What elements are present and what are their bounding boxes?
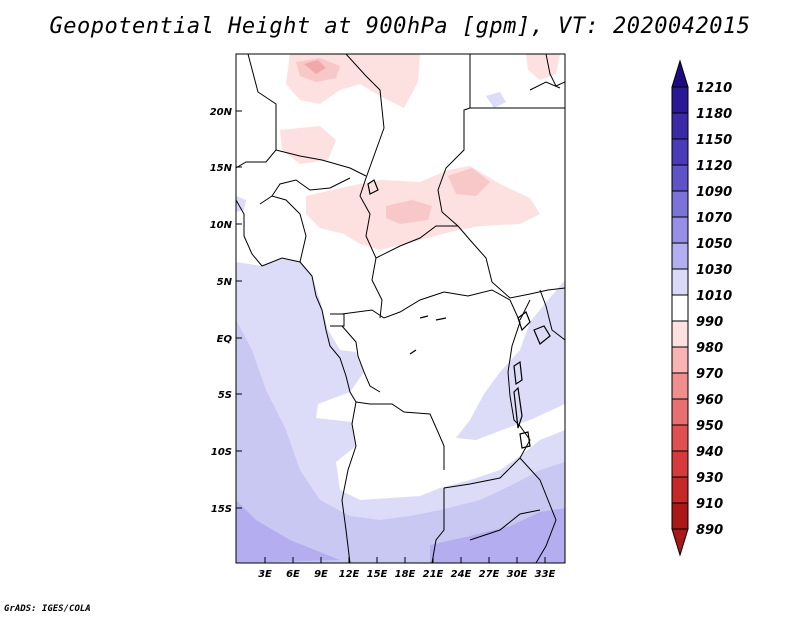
legend-label: 1090 bbox=[696, 185, 732, 200]
legend-label: 910 bbox=[696, 497, 723, 512]
lon-label-6e: 6E bbox=[286, 569, 300, 580]
legend-label: 930 bbox=[696, 471, 723, 486]
height-field-lavender-nile bbox=[486, 92, 506, 108]
legend-label: 940 bbox=[696, 445, 723, 460]
lat-label-5n: 5N bbox=[217, 277, 233, 288]
height-field-pink-libya bbox=[526, 54, 560, 80]
legend-swatch bbox=[671, 112, 689, 140]
height-field-pink-sahel-core bbox=[386, 200, 432, 224]
height-field-lavender-mid bbox=[236, 320, 565, 563]
height-field-pink-sudan-core bbox=[448, 168, 490, 196]
lakes bbox=[367, 179, 551, 449]
legend-swatch bbox=[671, 476, 689, 504]
lat-label-10s: 10S bbox=[211, 447, 232, 458]
legend-label: 980 bbox=[696, 341, 723, 356]
legend-swatch bbox=[671, 242, 689, 270]
height-field-lavender-deep-se bbox=[430, 508, 565, 563]
chart-title: Geopotential Height at 900hPa [gpm], VT:… bbox=[49, 14, 751, 39]
legend-swatch bbox=[671, 424, 689, 452]
legend-swatch bbox=[671, 164, 689, 192]
legend-swatch bbox=[671, 450, 689, 478]
height-field-lavender-west bbox=[236, 196, 246, 212]
legend-swatch bbox=[671, 268, 689, 296]
lon-label-27e: 27E bbox=[479, 569, 500, 580]
lon-label-21e: 21E bbox=[423, 569, 444, 580]
legend-swatch bbox=[671, 346, 689, 374]
legend-label: 1210 bbox=[696, 81, 732, 96]
legend-label: 1150 bbox=[696, 133, 732, 148]
grads-credit: GrADS: IGES/COLA bbox=[4, 604, 91, 614]
lat-label-eq: EQ bbox=[217, 334, 233, 345]
legend-arrow-bottom bbox=[671, 528, 689, 557]
legend-label: 1070 bbox=[696, 211, 732, 226]
height-field-lavender-deep bbox=[236, 500, 340, 563]
lon-label-9e: 9E bbox=[314, 569, 328, 580]
lat-label-10n: 10N bbox=[210, 220, 233, 231]
lon-label-30e: 30E bbox=[507, 569, 528, 580]
lon-label-3e: 3E bbox=[258, 569, 272, 580]
lon-label-12e: 12E bbox=[339, 569, 360, 580]
legend-swatch bbox=[671, 138, 689, 166]
legend-label: 950 bbox=[696, 419, 723, 434]
legend-label: 960 bbox=[696, 393, 723, 408]
legend-swatch bbox=[671, 294, 689, 322]
legend-swatch bbox=[671, 502, 689, 530]
legend-label: 970 bbox=[696, 367, 723, 382]
legend-swatch bbox=[671, 372, 689, 400]
lon-label-33e: 33E bbox=[535, 569, 556, 580]
lon-label-15e: 15E bbox=[367, 569, 388, 580]
legend-label: 1050 bbox=[696, 237, 732, 252]
longitude-axis bbox=[264, 557, 546, 563]
legend-label: 890 bbox=[696, 523, 723, 538]
height-field-lavender bbox=[236, 258, 565, 563]
lon-label-18e: 18E bbox=[395, 569, 416, 580]
lat-label-5s: 5S bbox=[218, 390, 232, 401]
lon-label-24e: 24E bbox=[451, 569, 472, 580]
legend-label: 1010 bbox=[696, 289, 732, 304]
legend-swatch bbox=[671, 190, 689, 218]
latitude-axis bbox=[236, 110, 242, 509]
legend-label: 1030 bbox=[696, 263, 732, 278]
legend-swatch bbox=[671, 86, 689, 114]
height-field-lavender-east bbox=[456, 280, 565, 440]
map-panel bbox=[236, 54, 565, 563]
legend-arrow-top bbox=[671, 59, 689, 88]
legend-swatch bbox=[671, 398, 689, 426]
legend-label: 990 bbox=[696, 315, 723, 330]
color-legend: 1210 1180 1150 1120 1090 1070 1050 1030 1010 990 9… bbox=[671, 59, 732, 557]
legend-swatch bbox=[671, 320, 689, 348]
height-field-pink-core bbox=[304, 60, 326, 74]
legend-swatch bbox=[671, 216, 689, 244]
legend-label: 1120 bbox=[696, 159, 732, 174]
lat-label-15s: 15S bbox=[211, 504, 232, 515]
map-frame bbox=[235, 53, 566, 564]
lat-label-15n: 15N bbox=[210, 163, 233, 174]
legend-label: 1180 bbox=[696, 107, 732, 122]
lat-label-20n: 20N bbox=[210, 107, 233, 118]
